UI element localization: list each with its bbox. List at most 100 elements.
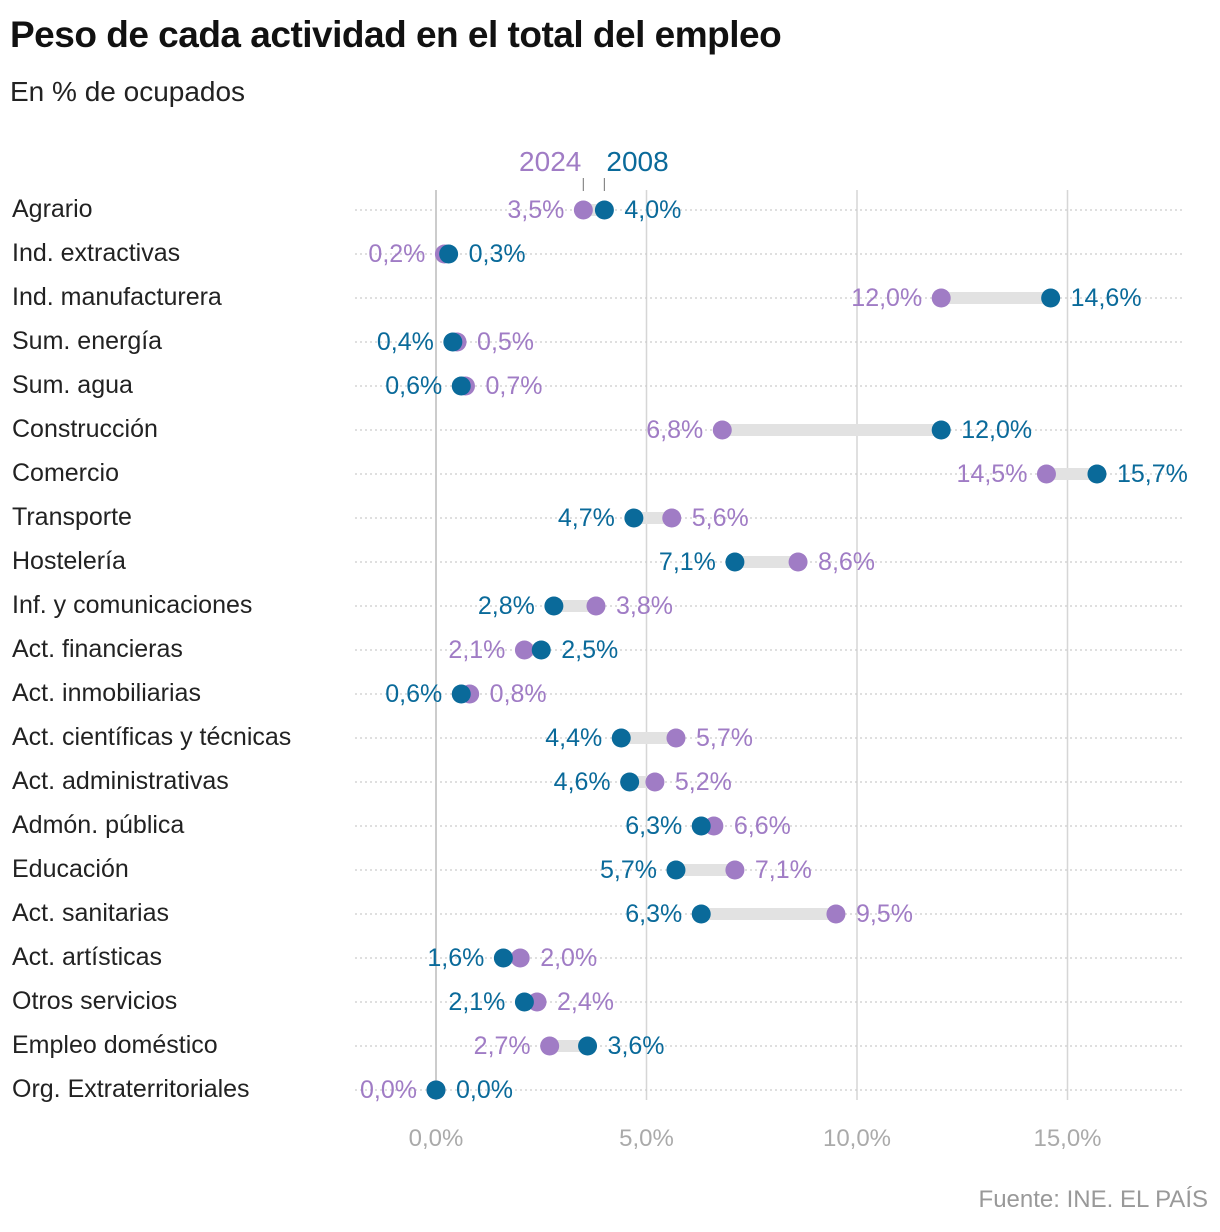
category-label: Act. financieras — [12, 635, 183, 663]
category-label: Act. científicas y técnicas — [12, 723, 291, 751]
dot-2008 — [624, 508, 644, 528]
dot-2024 — [645, 772, 665, 792]
dot-2008 — [451, 376, 471, 396]
dot-2008 — [691, 904, 711, 924]
dot-2024 — [931, 288, 951, 308]
value-label-2024: 0,5% — [477, 328, 534, 356]
dot-2024 — [662, 508, 682, 528]
value-label-2008: 4,6% — [554, 768, 611, 796]
value-label-2008: 0,3% — [469, 240, 526, 268]
value-label-2024: 6,8% — [646, 416, 703, 444]
value-label-2024: 0,0% — [360, 1076, 417, 1104]
value-label-2024: 0,8% — [490, 680, 547, 708]
source-note: Fuente: INE. EL PAÍS — [978, 1186, 1208, 1213]
value-label-2008: 6,3% — [625, 812, 682, 840]
dot-2008 — [1041, 288, 1061, 308]
category-label: Educación — [12, 855, 129, 883]
dot-2008 — [443, 332, 463, 352]
category-label: Act. artísticas — [12, 943, 162, 971]
dot-2008 — [931, 420, 951, 440]
dot-2024 — [540, 1036, 560, 1056]
category-label: Act. administrativas — [12, 767, 229, 795]
value-label-2008: 4,4% — [545, 724, 602, 752]
category-label: Empleo doméstico — [12, 1031, 218, 1059]
x-tick-label: 0,0% — [409, 1125, 464, 1152]
legend-2008: 2008 — [606, 146, 668, 177]
dot-2024 — [712, 420, 732, 440]
value-label-2024: 8,6% — [818, 548, 875, 576]
category-label: Sum. agua — [12, 371, 133, 399]
dot-2008 — [544, 596, 564, 616]
dot-2008 — [451, 684, 471, 704]
dot-2008 — [725, 552, 745, 572]
value-label-2008: 0,6% — [385, 680, 442, 708]
value-label-2024: 2,1% — [448, 636, 505, 664]
value-label-2024: 3,8% — [616, 592, 673, 620]
category-label: Act. sanitarias — [12, 899, 169, 927]
dot-2024 — [586, 596, 606, 616]
value-label-2008: 1,6% — [427, 944, 484, 972]
dot-2008 — [426, 1080, 446, 1100]
value-label-2024: 5,2% — [675, 768, 732, 796]
value-label-2024: 0,7% — [485, 372, 542, 400]
dot-2008 — [439, 244, 459, 264]
category-label: Construcción — [12, 415, 158, 443]
dot-2008 — [514, 992, 534, 1012]
x-tick-label: 5,0% — [619, 1125, 674, 1152]
value-label-2008: 5,7% — [600, 856, 657, 884]
category-label: Admón. pública — [12, 811, 184, 839]
dot-2008 — [611, 728, 631, 748]
value-label-2008: 14,6% — [1071, 284, 1142, 312]
value-label-2008: 7,1% — [659, 548, 716, 576]
category-label: Transporte — [12, 503, 132, 531]
category-label: Act. inmobiliarias — [12, 679, 201, 707]
value-label-2008: 0,4% — [377, 328, 434, 356]
category-label: Sum. energía — [12, 327, 162, 355]
category-label: Otros servicios — [12, 987, 177, 1015]
dot-2008 — [666, 860, 686, 880]
dot-2024 — [510, 948, 530, 968]
value-label-2024: 9,5% — [856, 900, 913, 928]
value-label-2008: 2,8% — [478, 592, 535, 620]
value-label-2008: 2,1% — [448, 988, 505, 1016]
dot-2008 — [578, 1036, 598, 1056]
value-label-2024: 5,6% — [692, 504, 749, 532]
category-label: Comercio — [12, 459, 119, 487]
category-label: Org. Extraterritoriales — [12, 1075, 250, 1103]
dot-2008 — [594, 200, 614, 220]
value-label-2024: 2,7% — [474, 1032, 531, 1060]
dot-2024 — [1036, 464, 1056, 484]
value-label-2024: 3,5% — [507, 196, 564, 224]
legend-2024: 2024 — [519, 146, 581, 177]
value-label-2008: 6,3% — [625, 900, 682, 928]
value-label-2024: 6,6% — [734, 812, 791, 840]
x-tick-label: 15,0% — [1033, 1125, 1101, 1152]
dot-2024 — [666, 728, 686, 748]
category-label: Ind. manufacturera — [12, 283, 222, 311]
dot-2008 — [620, 772, 640, 792]
dot-2008 — [1087, 464, 1107, 484]
value-label-2024: 2,4% — [557, 988, 614, 1016]
dot-2024 — [573, 200, 593, 220]
dot-2024 — [725, 860, 745, 880]
value-label-2024: 2,0% — [540, 944, 597, 972]
category-label: Ind. extractivas — [12, 239, 180, 267]
x-tick-label: 10,0% — [823, 1125, 891, 1152]
dot-2024 — [788, 552, 808, 572]
value-label-2024: 0,2% — [368, 240, 425, 268]
value-label-2024: 5,7% — [696, 724, 753, 752]
value-label-2008: 0,0% — [456, 1076, 513, 1104]
dot-2024 — [826, 904, 846, 924]
value-label-2008: 15,7% — [1117, 460, 1188, 488]
value-label-2008: 4,7% — [558, 504, 615, 532]
dot-2024 — [514, 640, 534, 660]
category-label: Hostelería — [12, 547, 126, 575]
value-label-2024: 14,5% — [957, 460, 1028, 488]
value-label-2008: 12,0% — [961, 416, 1032, 444]
value-label-2024: 7,1% — [755, 856, 812, 884]
dot-2008 — [691, 816, 711, 836]
dot-2008 — [493, 948, 513, 968]
value-label-2024: 12,0% — [851, 284, 922, 312]
